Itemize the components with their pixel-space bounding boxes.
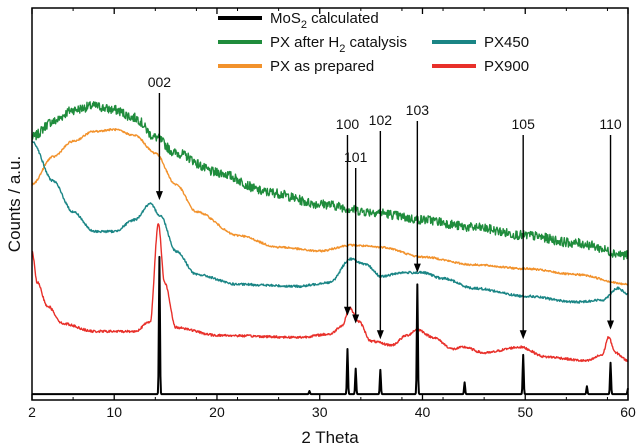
peak-arrow-head — [413, 263, 421, 273]
peak-label: 105 — [512, 116, 536, 132]
series-line-prepared — [31, 127, 629, 286]
legend-label-prepared: PX as prepared — [270, 58, 374, 75]
y-axis-title: Counts / a.u. — [5, 156, 24, 252]
x-axis-ticks: 2 10 20 30 40 50 60 — [28, 8, 636, 420]
peak-arrow-head — [607, 320, 615, 330]
legend: MoS2 calculated PX after H2 catalysis PX45… — [218, 10, 529, 75]
peak-arrow-head — [155, 191, 163, 201]
x-tick-label: 40 — [415, 404, 431, 420]
x-tick-label: 10 — [106, 404, 122, 420]
peak-annotations: 002 100 101 102 103 105 110 — [148, 74, 622, 340]
peak-label: 102 — [369, 112, 393, 128]
series-line-px900 — [31, 223, 629, 363]
peak-arrow-head — [376, 330, 384, 340]
peak-arrow-head — [519, 330, 527, 340]
series-line-px450 — [31, 140, 629, 304]
series-layer — [31, 101, 629, 396]
plot-border — [31, 7, 629, 401]
series-line-mos2 — [31, 255, 629, 396]
peak-label: 110 — [599, 116, 622, 132]
x-tick-label: 20 — [209, 404, 225, 420]
legend-label-px900: PX900 — [484, 58, 529, 75]
x-tick-label: 30 — [312, 404, 328, 420]
peak-label: 101 — [344, 149, 368, 165]
plot-frame — [31, 7, 629, 401]
legend-label-px450: PX450 — [484, 34, 529, 51]
peak-label: 100 — [336, 116, 360, 132]
series-line-h2 — [31, 101, 629, 261]
peak-label: 103 — [406, 102, 430, 118]
x-tick-label: 2 — [28, 404, 36, 420]
x-axis-title: 2 Theta — [301, 428, 359, 447]
legend-label-h2: PX after H2 catalysis — [270, 34, 407, 55]
peak-label: 002 — [148, 74, 172, 90]
peak-arrow-head — [343, 306, 351, 316]
x-tick-label: 50 — [517, 404, 533, 420]
legend-label-mos2: MoS2 calculated — [270, 10, 379, 31]
peak-arrow-head — [352, 314, 360, 324]
x-tick-label: 60 — [620, 404, 636, 420]
